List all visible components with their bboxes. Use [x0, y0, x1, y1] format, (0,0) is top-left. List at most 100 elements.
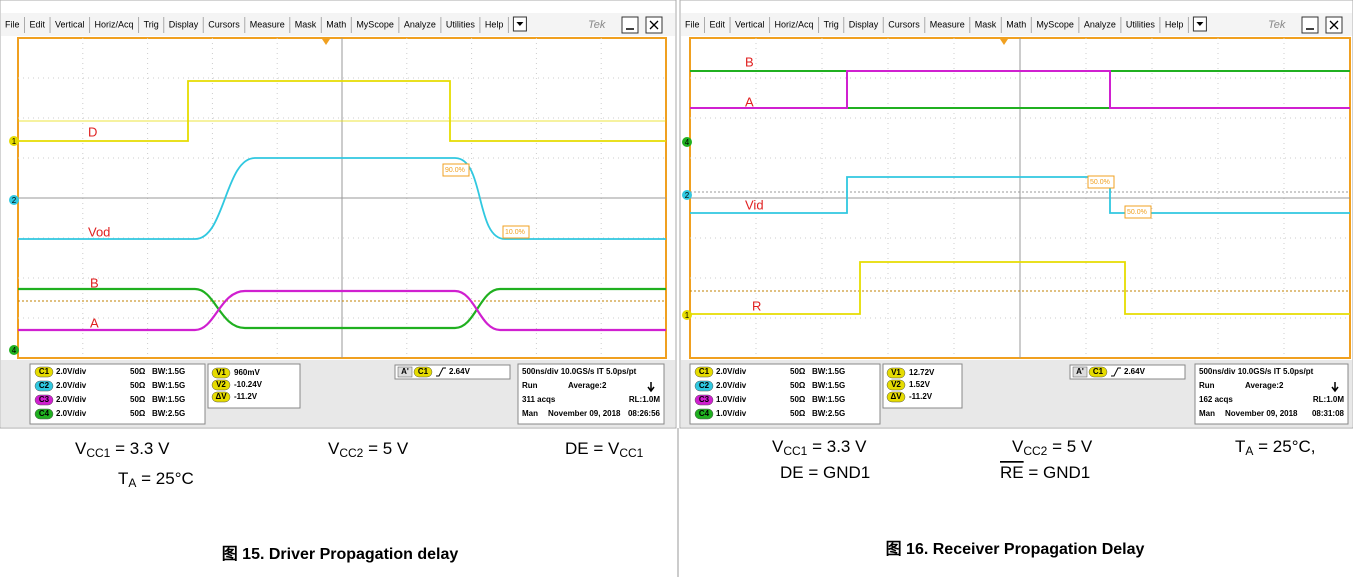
trace-label: Vod — [88, 224, 110, 239]
channel-scale: 2.0V/div — [56, 367, 87, 376]
channel-scale: 2.0V/div — [56, 409, 87, 418]
minimize-button — [621, 16, 639, 34]
trigger-source-badge — [1072, 366, 1088, 378]
level-marker-label: 50.0% — [1127, 209, 1147, 216]
channel-marker-label: 1 — [685, 311, 690, 320]
channel-id: C4 — [39, 409, 50, 418]
condition-base: T — [118, 469, 128, 488]
trigger-position — [322, 39, 330, 45]
condition-base: V — [1012, 437, 1024, 456]
waveform — [18, 289, 666, 332]
channel-badge — [34, 366, 54, 378]
condition-text: = 3.3 V — [807, 437, 867, 456]
channel-bandwidth: BW:1.5G — [812, 395, 845, 404]
trace-label: A — [745, 94, 754, 109]
cursor-value: 1.52V — [909, 380, 931, 389]
menu-item: MyScope — [356, 19, 394, 29]
channel-marker — [682, 190, 692, 200]
waveform — [18, 157, 666, 240]
waveform — [690, 70, 1350, 109]
menu-item: Display — [849, 19, 879, 29]
channel-impedance: 50Ω — [130, 367, 146, 376]
channel-box — [29, 363, 206, 425]
condition-base: DE = GND1 — [780, 463, 870, 482]
cursor-id: V2 — [891, 380, 901, 389]
cursor-value: -11.2V — [909, 392, 933, 401]
menu-item: Horiz/Acq — [775, 19, 814, 29]
condition-text: = 3.3 V — [110, 439, 170, 458]
condition: DE = VCC1 — [565, 439, 644, 460]
acq-average: Average:2 — [568, 381, 607, 390]
channel-bandwidth: BW:1.5G — [152, 395, 185, 404]
dropdown-arrow — [1196, 22, 1204, 26]
record-length: RL:1.0M — [1313, 395, 1344, 404]
menu-item: Horiz/Acq — [95, 19, 134, 29]
cursor-badge — [886, 391, 906, 403]
level-marker — [502, 225, 530, 239]
menu-item: Trig — [144, 19, 159, 29]
menu-item: Utilities — [446, 19, 476, 29]
condition: TA = 25°C — [118, 469, 194, 490]
channel-marker — [682, 137, 692, 147]
acq-count: 162 acqs — [1199, 395, 1233, 404]
channel-marker — [682, 310, 692, 320]
condition-text: = GND1 — [1024, 463, 1091, 482]
channel-scale: 2.0V/div — [56, 395, 87, 404]
channel-marker-label: 4 — [685, 138, 690, 147]
menu-item: Edit — [710, 19, 726, 29]
cursor-badge — [211, 367, 231, 379]
channel-scale: 2.0V/div — [716, 381, 747, 390]
channel-bandwidth: BW:2.5G — [152, 409, 185, 418]
condition: VCC1 = 3.3 V — [772, 437, 867, 458]
menu-item: Measure — [930, 19, 965, 29]
trace-label: Vid — [745, 197, 764, 212]
menu-item: Analyze — [404, 19, 436, 29]
channel-marker-label: 4 — [12, 346, 17, 355]
menu-item: Help — [485, 19, 504, 29]
menu-item: Trig — [824, 19, 839, 29]
channel-impedance: 50Ω — [790, 381, 806, 390]
channel-badge — [34, 408, 54, 420]
channel-scale: 2.0V/div — [56, 381, 87, 390]
condition: DE = GND1 — [780, 463, 870, 482]
channel-id: C3 — [39, 395, 50, 404]
channel-bandwidth: BW:2.5G — [812, 409, 845, 418]
figure-caption: 图 16. Receiver Propagation Delay — [886, 540, 1145, 558]
menu-item: File — [685, 19, 700, 29]
channel-marker — [9, 136, 19, 146]
scope-screenshot: File Edit Vertical Horiz/Acq Trig Display Curs… — [0, 0, 677, 429]
channel-badge — [34, 394, 54, 406]
condition-base: T — [1235, 437, 1245, 456]
channel-impedance: 50Ω — [790, 409, 806, 418]
figure-caption: 图 15. Driver Propagation delay — [222, 545, 459, 563]
menu-item: Vertical — [55, 19, 85, 29]
menu-item: Display — [169, 19, 199, 29]
channel-scale: 1.0V/div — [716, 395, 747, 404]
condition-base: DE = V — [565, 439, 620, 458]
channel-impedance: 50Ω — [130, 381, 146, 390]
menu-item: Math — [326, 19, 346, 29]
condition-subscript: A — [1245, 444, 1253, 458]
timebase-box — [1194, 363, 1349, 425]
condition-base: V — [772, 437, 784, 456]
condition: VCC2 = 5 V — [1012, 437, 1093, 458]
trigger-source: A' — [401, 367, 409, 376]
menu-item: Math — [1006, 19, 1026, 29]
date: November 09, 2018 — [548, 409, 621, 418]
condition-text: = 5 V — [1047, 437, 1093, 456]
channel-marker — [9, 345, 19, 355]
condition-subscript: CC1 — [86, 446, 110, 460]
condition: RE = GND1 — [1000, 463, 1090, 482]
menu-item: Vertical — [735, 19, 765, 29]
channel-bandwidth: BW:1.5G — [812, 381, 845, 390]
timebase-settings: 500ns/div 10.0GS/s IT 5.0ps/pt — [522, 367, 637, 376]
trigger-slope — [436, 367, 446, 377]
brand: Tek — [1268, 19, 1286, 31]
status-arrow — [1331, 382, 1339, 393]
channel-impedance: 50Ω — [130, 395, 146, 404]
condition: TA = 25°C, — [1235, 437, 1316, 458]
channel-id: C2 — [699, 381, 710, 390]
trigger-source: A' — [1076, 367, 1084, 376]
acq-count: 311 acqs — [522, 395, 556, 404]
